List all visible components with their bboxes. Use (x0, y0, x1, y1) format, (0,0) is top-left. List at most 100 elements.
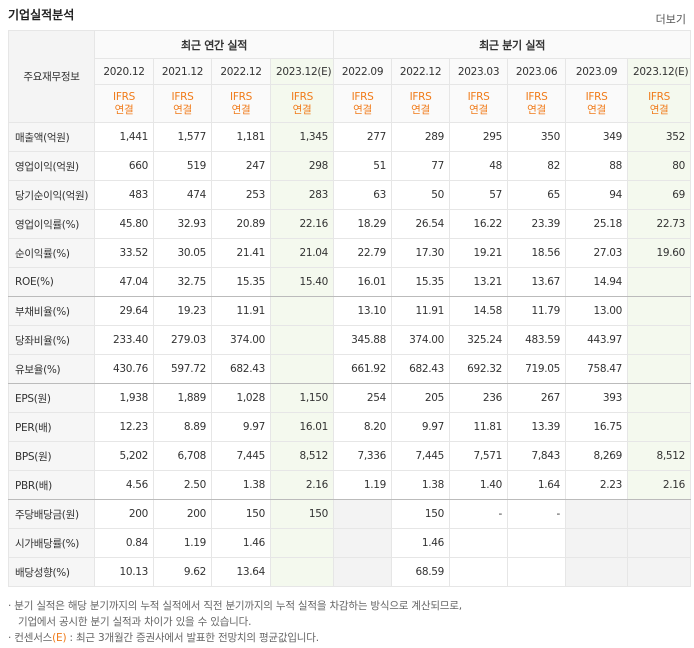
row-label: 시가배당률(%) (8, 528, 95, 558)
row-label: BPS(원) (8, 441, 95, 471)
data-cell: 13.10 (333, 296, 393, 326)
data-cell: 14.58 (449, 296, 509, 326)
data-cell (333, 528, 393, 558)
data-cell: 68.59 (391, 557, 451, 587)
data-row: 주당배당금(원) 200 200 150 150 150- - (8, 499, 692, 529)
data-cell (449, 528, 509, 558)
data-cell: 77 (391, 151, 451, 181)
data-cell: 682.43 (391, 354, 451, 384)
data-cell: 11.79 (507, 296, 567, 326)
row-label: 영업이익률(%) (8, 209, 95, 239)
data-row: PER(배) 12.23 8.89 9.97 16.01 8.20 9.97 11.81 13.… (8, 412, 692, 442)
data-cell: 9.97 (211, 412, 271, 442)
data-cell: 8,512 (269, 441, 335, 471)
data-cell: 8.20 (333, 412, 393, 442)
data-cell: 430.76 (94, 354, 154, 384)
data-cell: 16.01 (269, 412, 335, 442)
data-cell: 247 (211, 151, 271, 181)
data-cell: 283 (269, 180, 335, 210)
basis-row: IFRS 연결 IFRS 연결 IFRS 연결 IFRS 연결 IFRS 연결 IFRS 연결 IFRS… (9, 84, 692, 123)
data-cell: 65 (507, 180, 567, 210)
data-cell: 682.43 (211, 354, 271, 384)
data-cell (627, 354, 692, 384)
data-cell (627, 557, 692, 587)
data-cell: 9.62 (153, 557, 212, 587)
data-cell: 1,938 (94, 383, 154, 413)
data-cell: 7,445 (391, 441, 451, 471)
header-row: 주요재무정보 최근 연간 실적 최근 분기 실적 (8, 30, 692, 123)
data-cell: 8,269 (565, 441, 629, 471)
data-cell (449, 557, 509, 587)
data-cell: 352 (627, 122, 692, 152)
period-header: 2020.12 (94, 58, 154, 85)
data-cell: 63 (333, 180, 393, 210)
more-link[interactable]: 더보기 (655, 13, 686, 26)
data-cell: 200 (153, 499, 212, 529)
basis-text: IFRS (291, 90, 313, 103)
basis-header: IFRS 연결 (449, 84, 509, 123)
data-cell: 8,512 (627, 441, 692, 471)
data-row: 순이익률(%) 33.52 30.05 21.41 21.04 22.79 17.30 19.… (8, 238, 692, 268)
data-cell: 45.80 (94, 209, 154, 239)
data-cell: 1,181 (211, 122, 271, 152)
data-cell: 719.05 (507, 354, 567, 384)
corner-cell: 주요재무정보 (8, 30, 95, 123)
data-cell: 150 (211, 499, 271, 529)
data-cell (565, 528, 629, 558)
row-label: 영업이익(억원) (8, 151, 95, 181)
data-row: 시가배당률(%) 0.84 1.19 1.46 1.46 (8, 528, 692, 558)
data-cell: 47.04 (94, 267, 154, 297)
data-cell (627, 383, 692, 413)
data-cell: 150 (269, 499, 335, 529)
data-cell: 16.75 (565, 412, 629, 442)
data-row: ROE(%) 47.04 32.75 15.35 15.40 16.01 15.35 13.2… (8, 267, 692, 297)
data-cell: 325.24 (449, 325, 509, 355)
basis-header: IFRS 연결 (211, 84, 271, 123)
data-cell: 150 (391, 499, 451, 529)
basis-text: IFRS (409, 90, 432, 103)
data-cell: 26.54 (391, 209, 451, 239)
period-header: 2022.12 (391, 58, 451, 85)
data-cell: 1,441 (94, 122, 154, 152)
row-label: PER(배) (8, 412, 95, 442)
basis-text: IFRS (171, 90, 194, 103)
group-header: 최근 연간 실적 (93, 30, 335, 59)
data-cell: 11.91 (211, 296, 271, 326)
basis-header: IFRS 연결 (565, 84, 629, 123)
basis-text: IFRS (113, 90, 135, 103)
row-label: 당기순이익(억원) (8, 180, 95, 210)
data-cell: 374.00 (391, 325, 451, 355)
data-cell: 18.56 (507, 238, 567, 268)
data-cell (269, 296, 335, 326)
data-cell (269, 325, 335, 355)
data-cell (627, 528, 692, 558)
basis-header: IFRS 연결 (94, 84, 154, 123)
period-header: 2022.09 (333, 58, 393, 85)
data-row: 유보율(%) 430.76 597.72 682.43 661.92 682.43 692.… (8, 354, 692, 384)
data-cell: 7,336 (333, 441, 393, 471)
row-label: EPS(원) (8, 383, 95, 413)
period-header: 2023.09 (565, 58, 629, 85)
data-cell: 597.72 (153, 354, 212, 384)
data-cell: 758.47 (565, 354, 629, 384)
data-cell: 30.05 (153, 238, 212, 268)
data-cell: 69 (627, 180, 692, 210)
data-row: 부채비율(%) 29.64 19.23 11.91 13.10 11.91 14.58 11.… (8, 296, 692, 326)
basis-text: IFRS (467, 90, 490, 103)
data-cell (627, 296, 692, 326)
data-cell: 0.84 (94, 528, 154, 558)
data-cell: 15.35 (391, 267, 451, 297)
data-cell: 1.19 (333, 470, 393, 500)
data-cell: - (507, 499, 567, 529)
data-row: EPS(원) 1,938 1,889 1,028 1,150 254 205 236 267 39… (8, 383, 692, 413)
data-cell: 2.16 (627, 470, 692, 500)
data-cell: 50 (391, 180, 451, 210)
data-cell: 22.79 (333, 238, 393, 268)
data-cell: 5,202 (94, 441, 154, 471)
data-cell: 17.30 (391, 238, 451, 268)
row-label: 부채비율(%) (8, 296, 95, 326)
data-cell (627, 499, 692, 529)
data-cell: 200 (94, 499, 154, 529)
data-cell: 4.56 (94, 470, 154, 500)
